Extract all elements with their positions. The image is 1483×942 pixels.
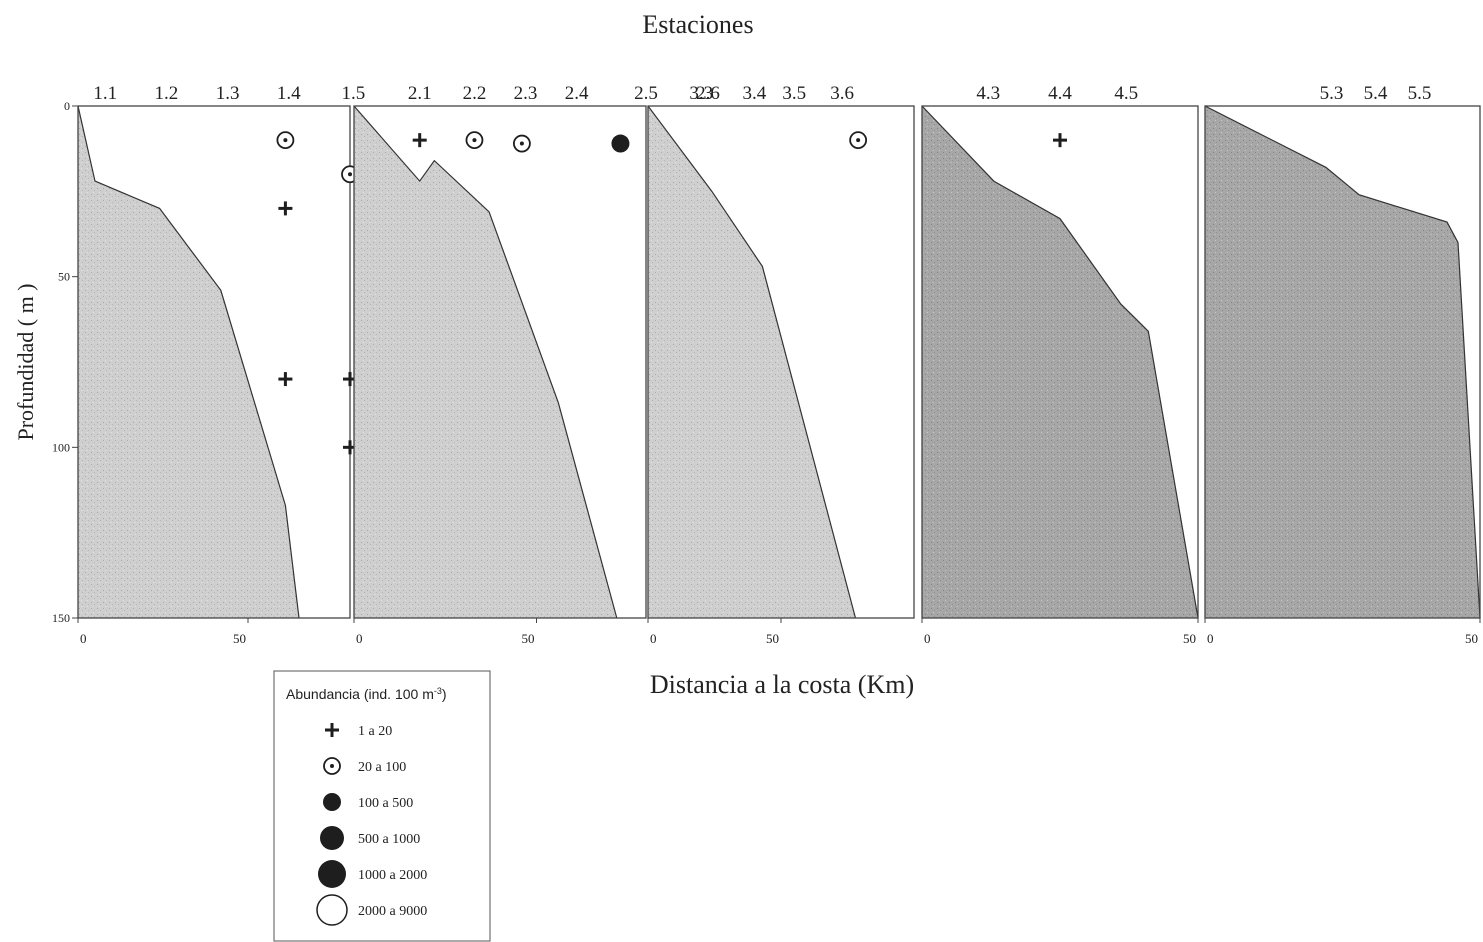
seabed-area: [78, 106, 299, 618]
legend-title: Abundancia (ind. 100 m-3): [286, 686, 447, 702]
seabed-profile-line: [647, 105, 857, 619]
legend-item-label: 20 a 100: [358, 760, 406, 775]
sample-marker: [513, 134, 531, 153]
panel-5: 0 50 5.3 5.4 5.5: [1204, 83, 1481, 646]
station-label: 1.4: [277, 83, 301, 104]
x-tick-label: 0: [1207, 631, 1214, 646]
legend-symbol: [318, 860, 346, 888]
legend-symbol: [320, 826, 344, 850]
station-label: 1.3: [216, 83, 240, 104]
legend-item: 2000 a 9000: [316, 894, 427, 926]
station-label: 2.6: [696, 83, 720, 104]
station-label: 3.6: [830, 83, 854, 104]
panel-1: 0 50 1.1 1.2 1.3 1.4 1.5: [77, 83, 366, 646]
station-label: 5.4: [1364, 83, 1388, 104]
station-label: 2.4: [565, 83, 589, 104]
station-label: 2.3: [514, 83, 538, 104]
x-tick-label: 50: [1465, 631, 1478, 646]
station-label: 4.3: [976, 83, 1000, 104]
x-tick-label: 0: [650, 631, 657, 646]
x-tick-label: 50: [233, 631, 246, 646]
panel-2: 0 50 2.1 2.2 2.3 2.4 2.5 2.6: [353, 83, 720, 646]
legend-title-close: ): [442, 686, 447, 702]
legend-item-label: 1000 a 2000: [358, 868, 427, 883]
station-label: 3.3: [689, 83, 713, 104]
legend-box: [273, 670, 491, 942]
sample-marker: [412, 133, 427, 148]
sample-marker: [849, 131, 868, 150]
legend-item: 1 a 20: [325, 723, 392, 739]
legend-symbol: [325, 723, 339, 737]
station-label: 4.4: [1048, 83, 1072, 104]
legend-symbol: [323, 757, 341, 775]
legend-title-main: Abundancia (ind. 100 m: [286, 686, 434, 702]
station-label: 2.5: [634, 83, 658, 104]
x-tick-label: 0: [924, 631, 931, 646]
legend-item-label: 1 a 20: [358, 724, 392, 739]
legend-symbol: [316, 894, 348, 926]
x-tick-label: 0: [80, 631, 87, 646]
station-label: 1.1: [93, 83, 117, 104]
sample-marker: [278, 201, 293, 216]
station-label: 2.2: [463, 83, 487, 104]
seabed-profile-line: [921, 105, 1199, 619]
sample-marker: [1053, 133, 1067, 148]
legend-item-label: 2000 a 9000: [358, 904, 427, 919]
legend-title-sup: -3: [434, 686, 442, 696]
seabed-profile-line: [77, 105, 300, 619]
legend-items: 1 a 20 20 a 100 100 a 500 500 a 1000 1000 a …: [316, 723, 427, 926]
x-tick-label: 50: [766, 631, 779, 646]
seabed-area: [648, 106, 856, 618]
x-axis-label: Distancia a la costa (Km): [650, 670, 914, 699]
legend-item: 20 a 100: [323, 757, 406, 775]
sample-marker: [278, 372, 293, 387]
seabed-profile-line: [353, 105, 618, 619]
panel-frame: [921, 105, 1199, 619]
station-label: 5.5: [1408, 83, 1432, 104]
y-tick-label: 0: [64, 99, 70, 113]
legend-item-label: 100 a 500: [358, 796, 413, 811]
panel-3: 0 50 3.3 3.4 3.5 3.6: [647, 83, 915, 646]
station-label: 3.5: [782, 83, 806, 104]
legend: Abundancia (ind. 100 m-3) 1 a 20 20 a 100…: [273, 670, 491, 942]
y-tick-label: 100: [52, 440, 70, 454]
sample-marker: [276, 131, 295, 150]
y-tick-label: 150: [52, 611, 70, 625]
panels: 0 501.1 1.2 1.3 1.4 1.50 502.1 2.2 2.3 2.4 2.5 2.60…: [77, 83, 1481, 646]
panel-4: 0 50 4.3 4.4 4.5: [921, 83, 1199, 646]
sample-marker: [611, 134, 630, 153]
legend-symbol: [323, 793, 341, 811]
station-label: 3.4: [743, 83, 767, 104]
chart-title: Estaciones: [642, 10, 753, 39]
seabed-area: [1205, 106, 1480, 618]
legend-item: 1000 a 2000: [318, 860, 427, 888]
y-axis-label: Profundidad ( m ): [13, 283, 38, 440]
legend-item: 100 a 500: [323, 793, 413, 811]
y-axis-ticks: 0 50 100 150: [52, 99, 78, 625]
x-tick-label: 50: [522, 631, 535, 646]
seabed-profile-line: [1204, 105, 1481, 619]
station-label: 4.5: [1114, 83, 1138, 104]
seabed-area: [922, 106, 1198, 618]
station-label: 1.5: [342, 83, 366, 104]
x-tick-label: 0: [356, 631, 363, 646]
panel-frame: [77, 105, 351, 619]
seabed-area: [354, 106, 617, 618]
sample-marker: [465, 131, 484, 150]
station-label: 2.1: [408, 83, 432, 104]
legend-item: 500 a 1000: [320, 826, 420, 850]
station-label: 5.3: [1320, 83, 1344, 104]
station-label: 1.2: [155, 83, 179, 104]
panel-frame: [353, 105, 647, 619]
panel-frame: [1204, 105, 1481, 619]
y-tick-label: 50: [58, 270, 70, 284]
x-tick-label: 50: [1183, 631, 1196, 646]
legend-item-label: 500 a 1000: [358, 832, 420, 847]
